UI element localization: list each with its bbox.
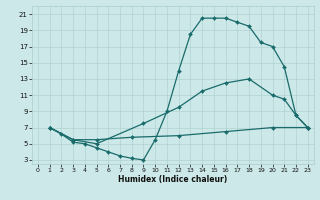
X-axis label: Humidex (Indice chaleur): Humidex (Indice chaleur)	[118, 175, 228, 184]
